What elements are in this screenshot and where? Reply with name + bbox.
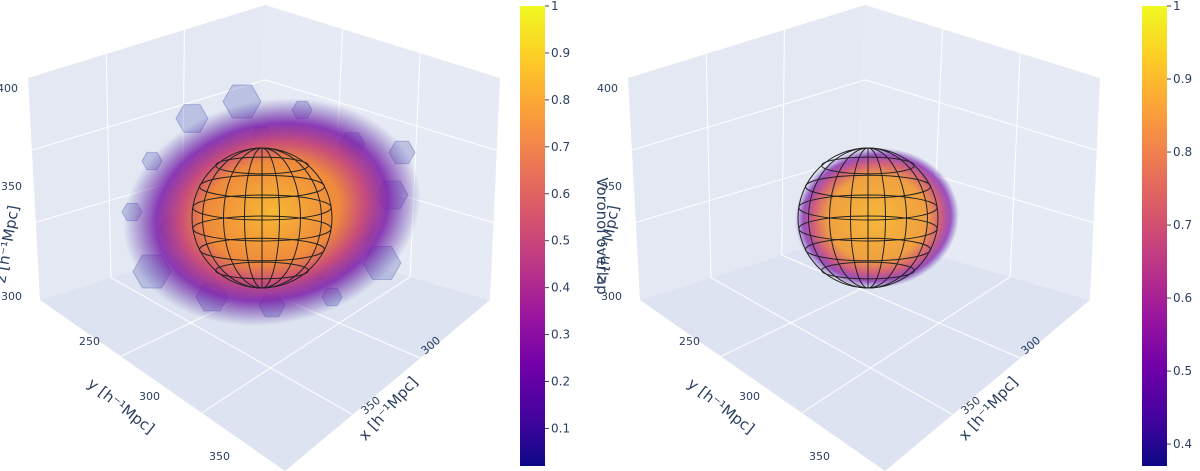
gridline [264,79,501,152]
colorbar-tick-label: 0.8 [1173,145,1192,159]
colorbar-tick-label: 0.7 [551,140,570,154]
gridline [201,276,411,414]
colorbar [520,6,545,466]
gridline [705,53,712,278]
gridline [627,79,866,152]
floor [640,232,1090,471]
colorbar-tick-label: 1 [551,0,559,13]
z-tick-label: 400 [0,82,18,95]
colorbar-tick-label: 1 [1173,0,1181,13]
overlap-volume [123,98,421,326]
y-axis-title: y [h⁻¹Mpc] [684,374,758,437]
colorbar-title: Voronoi overlap [593,177,611,294]
y-tick-label: 250 [679,335,700,348]
colorbar-tick-label: 0.9 [1173,72,1192,86]
y-tick-label: 250 [79,335,100,348]
reference-sphere [797,147,939,289]
gridline [864,79,1101,152]
colorbar-tick-label: 0.6 [551,187,570,201]
gridline [105,53,112,278]
colorbar-tick-label: 0.6 [1173,291,1192,305]
colorbar-tick-label: 0.2 [551,375,570,389]
y-tick-label: 300 [139,390,160,403]
y-tick-label: 350 [209,450,230,463]
y-tick-label: 300 [739,390,760,403]
gridline [781,254,1021,359]
reference-sphere [191,147,333,289]
gridline [1009,53,1021,277]
overlap-volume [795,147,959,289]
colorbar-tick-label: 0.7 [1173,218,1192,232]
y-tick-label: 350 [809,450,830,463]
z-tick-label: 350 [601,180,622,193]
y-axis-title: y [h⁻¹Mpc] [84,374,158,437]
floor [40,232,490,471]
colorbar-tick-label: 0.4 [551,281,570,295]
gridline [801,276,1011,414]
colorbar-tick-label: 0.3 [551,328,570,342]
gridline [409,53,421,277]
z-tick-label: 350 [1,180,22,193]
colorbar-tick-label: 0.5 [551,234,570,248]
z-axis-title: z [h⁻¹Mpc] [0,204,23,284]
z-tick-label: 400 [597,82,618,95]
gridline [110,277,353,416]
z-tick-label: 300 [601,290,622,303]
colorbar-tick-label: 0.4 [1173,437,1192,451]
colorbar-tick-label: 0.5 [1173,364,1192,378]
gridline [781,29,785,256]
colorbar-tick-label: 0.9 [551,46,570,60]
colorbar-tick-label: 0.1 [551,421,570,435]
gridline [27,79,266,152]
z-tick-label: 300 [1,290,22,303]
colorbar-tick-label: 0.8 [551,93,570,107]
colorbar [1142,6,1167,466]
gridline [710,277,953,416]
